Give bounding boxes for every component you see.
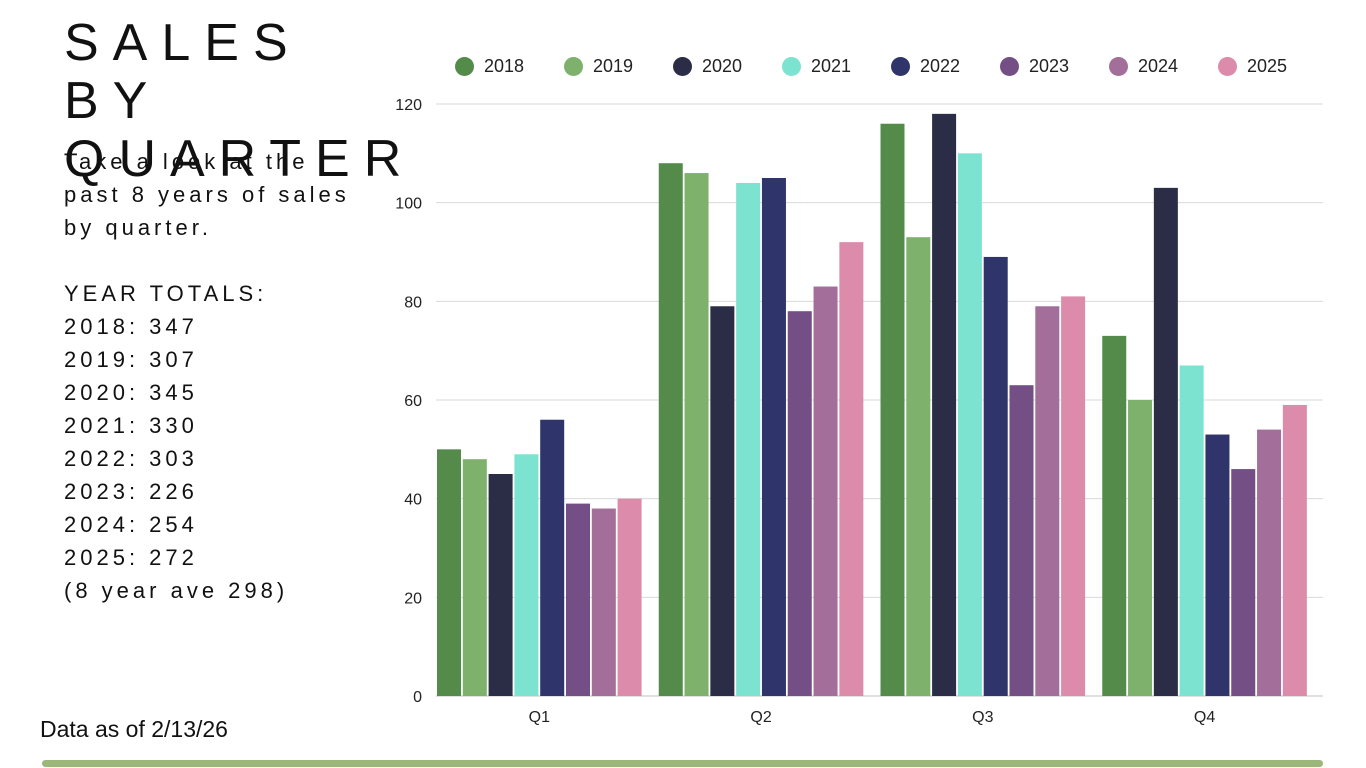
total-2025: 2025: 272 [64, 545, 198, 570]
total-2021: 2021: 330 [64, 413, 198, 438]
legend-item-2020: 2020 [673, 56, 782, 77]
average-note: (8 year ave 298) [64, 578, 289, 603]
bar-q1-2025 [617, 498, 642, 696]
bar-q1-2018 [437, 449, 461, 696]
data-date-footnote: Data as of 2/13/26 [40, 716, 228, 742]
legend-label-2018: 2018 [484, 56, 525, 76]
bar-q4-2022 [1205, 434, 1230, 696]
y-tick-label-60: 60 [404, 393, 422, 410]
legend-label-2023: 2023 [1029, 56, 1070, 76]
bar-q2-2019 [684, 173, 709, 697]
legend-swatch-2020 [673, 57, 692, 76]
y-tick-label-20: 20 [404, 590, 422, 607]
legend-label-2022: 2022 [920, 56, 961, 76]
x-tick-label-q4: Q4 [1194, 709, 1215, 726]
bar-q1-2022 [540, 419, 565, 696]
legend-swatch-2021 [782, 57, 801, 76]
bar-q3-2018 [880, 123, 905, 696]
legend-label-2025: 2025 [1247, 56, 1288, 76]
subtitle: Take a look at the past 8 years of sales… [64, 145, 394, 244]
total-2023: 2023: 226 [64, 479, 198, 504]
legend-label-2019: 2019 [593, 56, 634, 76]
totals-heading: YEAR TOTALS: [64, 281, 268, 306]
bar-q2-2025 [839, 242, 864, 696]
total-2018: 2018: 347 [64, 314, 198, 339]
bar-q3-2019 [906, 237, 931, 696]
sales-bar-chart: 0 20 40 60 80 100 120 Q1 Q2 Q3 Q4 [395, 97, 1323, 726]
legend-item-2023: 2023 [1000, 56, 1109, 77]
legend-swatch-2024 [1109, 57, 1128, 76]
bar-q4-2023 [1231, 469, 1256, 696]
page-title: SALES BY QUARTER [64, 14, 416, 188]
bar-q4-2021 [1179, 365, 1204, 696]
total-2020: 2020: 345 [64, 380, 198, 405]
legend-item-2025: 2025 [1218, 56, 1327, 77]
bar-q4-2025 [1282, 404, 1307, 696]
legend-swatch-2025 [1218, 57, 1237, 76]
bar-q4-2019 [1128, 400, 1153, 696]
x-tick-label-q2: Q2 [750, 709, 771, 726]
total-2022: 2022: 303 [64, 446, 198, 471]
legend-swatch-2022 [891, 57, 910, 76]
bar-q4-2020 [1153, 187, 1178, 696]
bar-q2-2021 [736, 182, 761, 696]
bar-q2-2018 [658, 163, 683, 696]
x-tick-label-q3: Q3 [972, 709, 993, 726]
y-tick-label-0: 0 [413, 689, 422, 706]
bar-q1-2020 [488, 474, 513, 696]
legend-swatch-2019 [564, 57, 583, 76]
bar-q3-2022 [983, 256, 1008, 696]
bar-q3-2024 [1035, 306, 1060, 696]
legend-item-2021: 2021 [782, 56, 891, 77]
bar-q2-2022 [761, 178, 786, 696]
legend-swatch-2018 [455, 57, 474, 76]
x-tick-label-q1: Q1 [529, 709, 550, 726]
bar-q1-2019 [462, 459, 487, 696]
bar-q2-2023 [787, 311, 812, 696]
bar-q1-2024 [591, 508, 616, 696]
subtitle-line-2: past 8 years of sales [64, 182, 350, 207]
legend-item-2019: 2019 [564, 56, 673, 77]
legend-label-2020: 2020 [702, 56, 743, 76]
bar-q2-2024 [813, 286, 838, 696]
bar-q3-2021 [957, 153, 982, 697]
y-tick-label-100: 100 [395, 196, 422, 213]
legend-label-2024: 2024 [1138, 56, 1179, 76]
bottom-divider [42, 760, 1323, 767]
legend-label-2021: 2021 [811, 56, 852, 76]
total-2024: 2024: 254 [64, 512, 198, 537]
bar-q2-2020 [710, 306, 735, 696]
bar-q4-2018 [1102, 335, 1127, 696]
subtitle-line-3: by quarter. [64, 215, 212, 240]
y-tick-label-120: 120 [395, 97, 422, 114]
legend-item-2024: 2024 [1109, 56, 1218, 77]
year-totals: YEAR TOTALS: 2018: 347 2019: 307 2020: 3… [64, 277, 394, 607]
subtitle-line-1: Take a look at the [64, 149, 309, 174]
bar-q3-2023 [1009, 385, 1034, 696]
bar-q3-2025 [1061, 296, 1086, 696]
title-line-2: QUARTER [64, 130, 416, 188]
y-tick-label-40: 40 [404, 492, 422, 509]
bar-q4-2024 [1257, 429, 1282, 696]
bar-q1-2023 [566, 503, 590, 696]
title-line-1: SALES BY [64, 14, 302, 130]
bar-q1-2021 [514, 454, 539, 696]
legend-swatch-2023 [1000, 57, 1019, 76]
chart-legend: 2018 2019 2020 2021 2022 2023 2024 2025 [455, 56, 1327, 77]
total-2019: 2019: 307 [64, 347, 198, 372]
legend-item-2018: 2018 [455, 56, 564, 77]
bar-q3-2020 [932, 113, 957, 696]
y-tick-label-80: 80 [404, 294, 422, 311]
legend-item-2022: 2022 [891, 56, 1000, 77]
